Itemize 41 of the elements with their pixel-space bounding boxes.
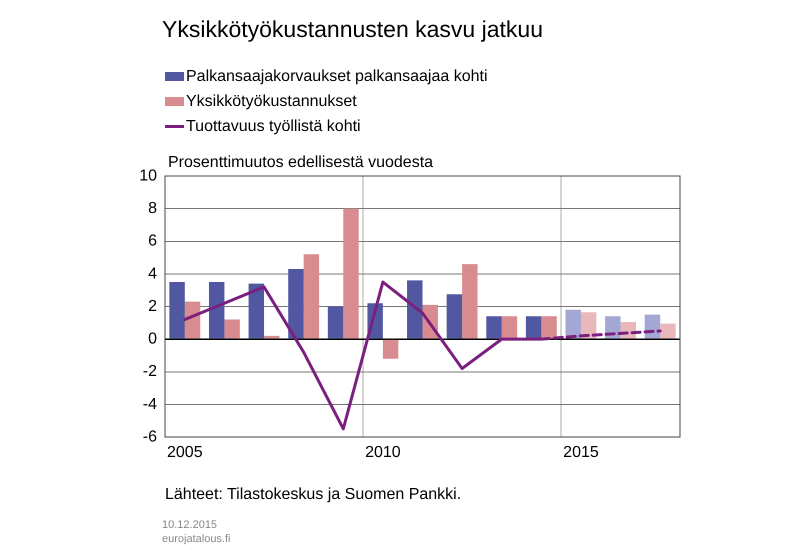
- bar: [248, 284, 264, 338]
- y-tick-label: 2: [148, 298, 158, 315]
- bar: [288, 268, 304, 338]
- y-tick-label: 6: [148, 232, 158, 250]
- bar: [264, 336, 280, 338]
- y-tick-label: 8: [148, 200, 158, 218]
- y-tick-label: 0: [148, 330, 158, 348]
- bar: [304, 254, 320, 338]
- x-tick-label: 2010: [365, 444, 401, 462]
- y-tick-label: -6: [142, 428, 158, 446]
- bar: [660, 324, 676, 338]
- bar: [184, 302, 200, 338]
- y-tick-label: -2: [142, 363, 158, 380]
- bar: [566, 310, 581, 338]
- y-axis-title: Prosenttimuutos edellisestä vuodesta: [168, 154, 434, 172]
- bar: [328, 306, 344, 338]
- legend-label: Tuottavuus työllistä kohti: [186, 118, 361, 136]
- bar: [407, 280, 422, 338]
- bar: [526, 316, 542, 338]
- bar: [343, 208, 359, 338]
- bar: [541, 316, 557, 338]
- y-tick-label: 10: [139, 167, 158, 184]
- text: Lähteet: Tilastokeskus ja Suomen Pankki.: [165, 486, 462, 504]
- x-tick-label: 2015: [563, 444, 599, 462]
- bar: [462, 264, 478, 338]
- bar: [446, 294, 462, 338]
- legend-label: Palkansaajakorvaukset palkansaajaa kohti: [186, 68, 488, 86]
- bar: [486, 316, 502, 338]
- bar: [169, 282, 185, 338]
- y-tick-label: -4: [142, 396, 158, 413]
- x-tick-label: 2005: [167, 444, 203, 462]
- chart-title: Yksikkötyökustannusten kasvu jatkuu: [162, 16, 543, 43]
- bar: [580, 312, 596, 338]
- text: eurojatalous.fi: [162, 533, 230, 545]
- bar: [502, 316, 518, 338]
- y-tick-label: 4: [148, 265, 158, 282]
- bar: [208, 282, 224, 338]
- bar: [382, 340, 398, 359]
- bar: [224, 320, 240, 338]
- legend-label: Yksikkötyökustannukset: [186, 92, 357, 110]
- text: 10.12.2015: [162, 519, 218, 531]
